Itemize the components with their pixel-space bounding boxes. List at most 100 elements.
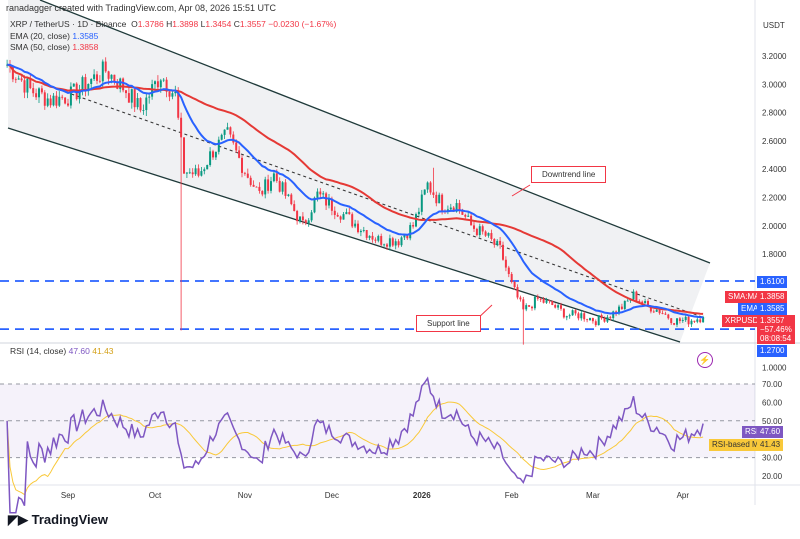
candle-body bbox=[122, 78, 125, 91]
rsi-ma-legend-value: 41.43 bbox=[92, 346, 114, 356]
candle-body bbox=[580, 313, 583, 319]
support-annotation[interactable]: Support line bbox=[416, 315, 481, 332]
candle-body bbox=[623, 300, 626, 309]
candle-body bbox=[551, 301, 554, 306]
rsi-legend[interactable]: RSI (14, close) 47.60 41.43 bbox=[10, 346, 114, 356]
candle-body bbox=[365, 230, 368, 238]
candle-body bbox=[533, 296, 536, 309]
symbol-title[interactable]: XRP / TetherUS · 1D · Binance bbox=[10, 19, 127, 29]
candle-body bbox=[574, 310, 577, 314]
rsi-tick: 60.00 bbox=[762, 398, 783, 407]
candle-body bbox=[426, 182, 429, 190]
sma-legend[interactable]: SMA (50, close) bbox=[10, 42, 70, 52]
candle-body bbox=[119, 78, 122, 89]
candle-body bbox=[583, 313, 586, 320]
candle-body bbox=[458, 203, 461, 210]
candle-body bbox=[142, 110, 145, 111]
lightning-icon[interactable]: ⚡ bbox=[697, 352, 713, 368]
candle-body bbox=[304, 220, 307, 223]
candle-body bbox=[597, 315, 600, 326]
candle-body bbox=[359, 230, 362, 233]
candle-body bbox=[148, 96, 151, 98]
candle-body bbox=[249, 177, 252, 185]
candle-body bbox=[609, 317, 612, 319]
upper-channel-line bbox=[39, 0, 711, 264]
close-value: 1.3557 bbox=[239, 19, 266, 29]
candle-body bbox=[632, 291, 635, 300]
candle-body bbox=[678, 318, 681, 322]
rsi-legend-value: 47.60 bbox=[68, 346, 90, 356]
candle-body bbox=[220, 134, 223, 140]
time-tick: Oct bbox=[149, 491, 162, 500]
ema-axis-label: EMA bbox=[738, 303, 762, 315]
candle-body bbox=[589, 318, 591, 321]
candle-body bbox=[452, 207, 455, 212]
rsi-ma-axis-tag: 41.43 bbox=[757, 439, 784, 451]
candle-body bbox=[362, 230, 365, 231]
candle-body bbox=[577, 313, 580, 319]
candle-body bbox=[299, 216, 301, 222]
candle-body bbox=[243, 172, 246, 174]
candle-body bbox=[499, 240, 502, 245]
candle-body bbox=[618, 306, 620, 314]
time-tick: Mar bbox=[586, 491, 600, 500]
candle-body bbox=[484, 231, 487, 236]
candle-body bbox=[154, 81, 156, 85]
candle-body bbox=[139, 98, 142, 111]
tradingview-logo[interactable]: ◤▶ TradingView bbox=[8, 512, 108, 528]
candle-body bbox=[183, 137, 185, 174]
candle-body bbox=[281, 182, 284, 192]
candle-body bbox=[43, 92, 46, 106]
bar-countdown: 08:08:54 bbox=[760, 334, 792, 343]
candle-body bbox=[449, 207, 452, 210]
candle-body bbox=[235, 142, 238, 151]
candle-body bbox=[49, 98, 52, 106]
price-tick: 2.8000 bbox=[762, 109, 787, 118]
chart-legend: XRP / TetherUS · 1D · Binance O1.3786 H1… bbox=[10, 19, 336, 54]
candle-body bbox=[667, 314, 670, 319]
candle-body bbox=[296, 210, 299, 222]
candle-body bbox=[185, 172, 188, 174]
candle-body bbox=[261, 190, 264, 195]
candle-body bbox=[371, 235, 374, 240]
price-value: 1.3557 bbox=[760, 316, 785, 325]
candle-body bbox=[670, 318, 673, 324]
candle-body bbox=[110, 74, 113, 79]
candle-body bbox=[548, 300, 551, 302]
downtrend-annotation[interactable]: Downtrend line bbox=[531, 166, 607, 183]
candle-body bbox=[127, 93, 130, 103]
candle-body bbox=[664, 313, 667, 315]
candle-body bbox=[351, 214, 354, 227]
chart-credit: ranadagger created with TradingView.com,… bbox=[6, 3, 276, 13]
rsi-axis-tag: 47.60 bbox=[757, 426, 784, 438]
low-label: L bbox=[200, 19, 206, 29]
candle-body bbox=[330, 198, 333, 211]
open-label: O bbox=[131, 19, 138, 29]
candle-body bbox=[93, 74, 96, 79]
candle-body bbox=[432, 192, 435, 195]
candle-body bbox=[58, 96, 61, 106]
candle-body bbox=[594, 321, 597, 326]
time-tick: 2026 bbox=[413, 491, 431, 500]
candle-body bbox=[226, 127, 229, 130]
candle-body bbox=[203, 169, 206, 172]
price-tick: 2.4000 bbox=[762, 165, 787, 174]
ema-legend[interactable]: EMA (20, close) bbox=[10, 30, 70, 41]
candle-body bbox=[229, 127, 232, 135]
candle-body bbox=[84, 77, 87, 92]
candle-body bbox=[116, 82, 119, 89]
candle-body bbox=[40, 88, 43, 93]
candle-body bbox=[487, 233, 490, 236]
candle-body bbox=[61, 96, 64, 98]
candle-body bbox=[536, 296, 539, 299]
candle-body bbox=[571, 310, 574, 316]
candle-body bbox=[386, 244, 388, 247]
candle-body bbox=[267, 179, 270, 191]
time-tick: Sep bbox=[61, 491, 76, 500]
candle-body bbox=[441, 194, 444, 211]
candle-body bbox=[354, 223, 357, 227]
candle-body bbox=[420, 194, 423, 212]
candle-body bbox=[35, 93, 38, 98]
time-tick: Dec bbox=[325, 491, 339, 500]
